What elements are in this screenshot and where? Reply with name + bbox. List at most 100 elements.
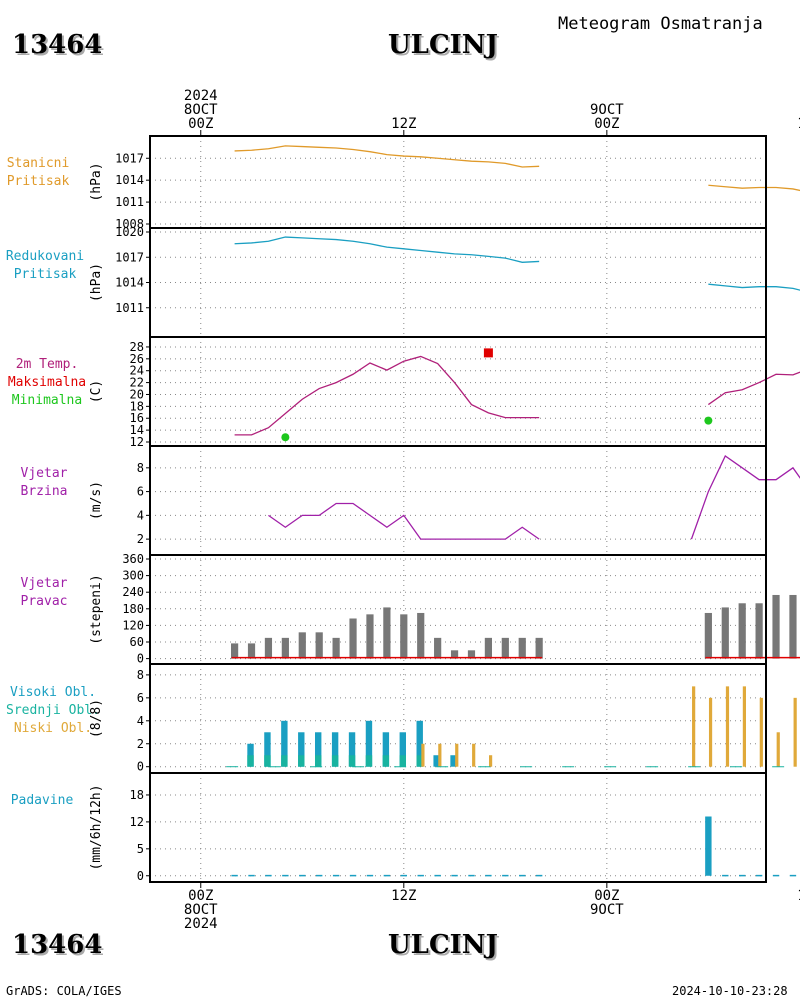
precip-bar: [772, 874, 780, 877]
cloud-bar: [298, 732, 305, 767]
credit-text: GrADS: COLA/IGES: [6, 984, 122, 998]
wind-dir-bar: [247, 643, 256, 659]
label-line: Visoki Obl.: [9, 685, 97, 700]
label-line: Pravac: [20, 594, 68, 609]
y-tick-label: 12: [130, 815, 144, 829]
cloud-bar: [708, 697, 713, 767]
precip-bar: [789, 874, 797, 877]
label-line: Brzina: [20, 484, 68, 499]
wind-dir-bar: [772, 594, 780, 659]
unit-label: (stepeni): [89, 574, 104, 644]
cloud-bar: [399, 732, 406, 767]
y-tick-label: 28: [130, 340, 144, 354]
wind-dir-bar: [704, 612, 712, 659]
series-line: [708, 283, 800, 291]
cloud-bar: [416, 755, 423, 767]
precip-bar: [451, 874, 458, 877]
y-tick-label: 22: [130, 376, 144, 390]
series-line: [234, 355, 540, 436]
label-line: Vjetar: [20, 466, 68, 481]
y-tick-label: 1008: [115, 217, 144, 231]
label-line: Maksimalna: [7, 375, 87, 390]
wind-dir-bar: [349, 618, 357, 659]
y-tick-label: 18: [130, 788, 144, 802]
precip-bar: [502, 874, 509, 877]
precip-bar: [400, 874, 407, 877]
unit-label: (mm/6h/12h): [89, 784, 104, 870]
cloud-bar: [382, 755, 390, 767]
y-tick-label: 12: [130, 435, 144, 449]
y-tick-label: 0: [137, 869, 144, 883]
precip-bar: [705, 816, 712, 876]
y-tick-label: 6: [137, 691, 144, 705]
wind-dir-bar: [755, 603, 763, 659]
panel-frame: [149, 772, 767, 883]
label-precip: Padavine: [0, 792, 97, 810]
y-tick-label: 60: [130, 635, 144, 649]
station-name-top: ULCINJ: [388, 30, 498, 60]
chart-kind-title: Meteogram Osmatranja: [558, 14, 763, 34]
x-label-top: 2024: [184, 88, 218, 104]
cloud-bar: [776, 732, 780, 767]
precip-bar: [265, 874, 272, 877]
y-tick-label: 120: [122, 618, 144, 632]
timestamp-text: 2024-10-10-23:28: [672, 984, 788, 998]
cloud-bar: [365, 720, 373, 767]
y-tick-label: 20: [130, 387, 144, 401]
y-tick-label: 4: [137, 508, 144, 522]
x-label-top: 00Z: [594, 116, 619, 132]
x-label-bottom: 12Z: [797, 888, 800, 904]
y-tick-label: 1011: [115, 195, 144, 209]
wind-dir-bar: [535, 637, 543, 659]
wind-dir-bar: [484, 637, 492, 659]
wind-dir-bar: [298, 632, 306, 659]
label-temperature: 2m Temp. Maksimalna Minimalna: [0, 356, 102, 410]
label-reduced-pressure: Redukovani Pritisak: [0, 248, 100, 284]
x-label-top: 12Z: [391, 116, 416, 132]
precip-bar: [316, 874, 323, 877]
x-label-top: 9OCT: [590, 102, 624, 118]
series-line: [690, 454, 800, 540]
wind-dir-bar: [501, 637, 509, 659]
cloud-bar: [298, 755, 305, 767]
y-tick-label: 18: [130, 399, 144, 413]
cloud-bar: [489, 755, 493, 767]
wind-dir-bar: [789, 594, 797, 659]
y-tick-label: 4: [137, 714, 144, 728]
y-tick-label: 26: [130, 352, 144, 366]
precip-bar: [383, 874, 391, 877]
cloud-bar: [433, 755, 440, 767]
x-label-bottom: 8OCT: [184, 902, 218, 918]
precip-bar: [248, 874, 255, 877]
wind-dir-bar: [518, 637, 526, 659]
cloud-bar: [348, 755, 356, 767]
x-label-top: 12Z: [797, 116, 800, 132]
panel-frame: [149, 227, 767, 338]
y-tick-label: 5: [137, 842, 144, 856]
cloud-bar: [264, 732, 271, 767]
wind-dir-bar: [264, 637, 273, 659]
y-tick-label: 360: [122, 552, 144, 566]
precip-bar: [332, 874, 340, 877]
station-name-bottom: ULCINJ: [388, 930, 498, 960]
y-tick-label: 2: [137, 532, 144, 546]
series-line: [268, 502, 540, 540]
precip-bar: [434, 874, 441, 877]
wind-dir-bar: [366, 614, 374, 659]
y-tick-label: 2: [137, 737, 144, 751]
wind-dir-bar: [450, 650, 459, 659]
cloud-bar: [692, 686, 696, 767]
wind-dir-bar: [231, 643, 239, 659]
cloud-bar: [315, 755, 322, 767]
wind-dir-bar: [383, 607, 391, 659]
y-tick-label: 1014: [115, 276, 144, 290]
y-tick-label: 1011: [115, 301, 144, 315]
wind-dir-bar: [315, 632, 323, 659]
label-station-pressure: Stanicni Pritisak: [0, 155, 93, 191]
cloud-bar: [438, 743, 442, 767]
label-wind-speed: Vjetar Brzina: [0, 465, 99, 501]
unit-label: (hPa): [89, 162, 104, 201]
label-line: Pritisak: [13, 267, 77, 282]
x-label-bottom: 00Z: [594, 888, 619, 904]
cloud-bar: [450, 755, 457, 767]
